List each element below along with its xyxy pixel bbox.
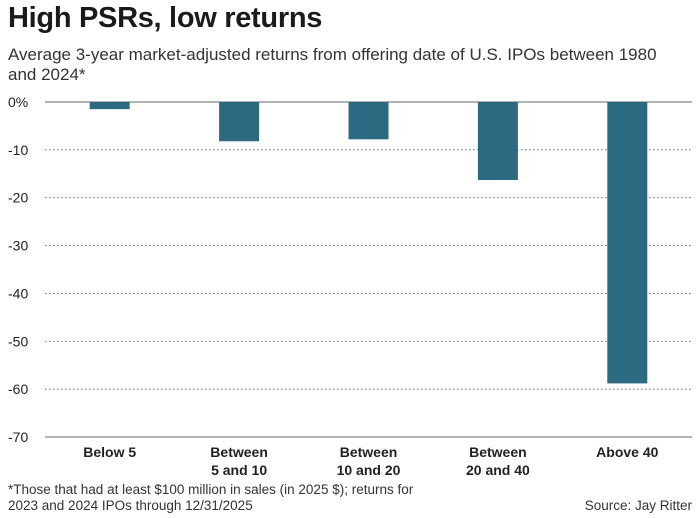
y-tick-label: -10 [8,142,28,158]
y-tick-label: -50 [8,333,28,349]
bar [607,102,648,384]
y-tick-label: -60 [8,381,28,397]
x-tick-label: 10 and 20 [337,462,401,478]
x-tick-label: Between [340,444,398,460]
chart-subtitle: Average 3-year market-adjusted returns f… [8,45,657,84]
y-tick-label: -20 [8,190,28,206]
x-tick-label: Above 40 [596,444,658,460]
x-tick-label: Between [469,444,527,460]
bar [89,102,130,110]
bar [219,102,260,142]
bar [348,102,389,140]
x-tick-label: 20 and 40 [466,462,530,478]
x-tick-label: Below 5 [83,444,136,460]
y-tick-label: -70 [8,429,28,445]
footnote: *Those that had at least $100 million in… [8,482,414,513]
chart-title: High PSRs, low returns [8,2,323,34]
x-tick-label: 5 and 10 [211,462,267,478]
y-tick-label: -40 [8,285,28,301]
y-tick-label: -30 [8,238,28,254]
x-tick-label: Between [210,444,268,460]
y-tick-label: 0% [8,94,28,110]
bar [477,102,518,181]
source-credit: Source: Jay Ritter [584,498,692,513]
